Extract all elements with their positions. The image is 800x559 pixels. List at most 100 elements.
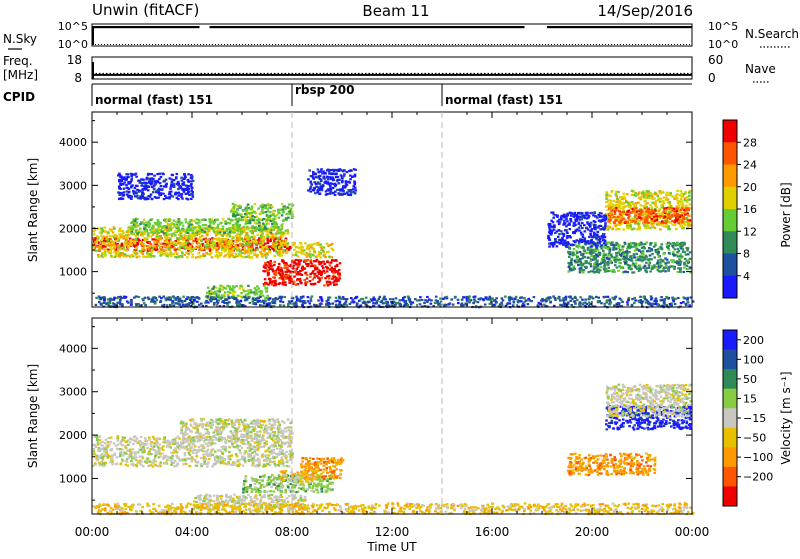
power-range-cell	[278, 251, 281, 253]
power-range-cell	[312, 178, 315, 180]
power-range-cell	[248, 256, 251, 258]
power-range-cell	[578, 222, 581, 224]
power-range-cell	[581, 253, 584, 255]
power-range-cell	[294, 271, 297, 273]
power-range-cell	[271, 206, 274, 208]
power-range-cell	[261, 249, 264, 251]
power-range-cell	[664, 257, 667, 259]
power-range-cell	[100, 239, 103, 241]
power-range-cell	[247, 248, 250, 250]
power-range-cell	[634, 192, 637, 194]
power-range-cell	[267, 242, 270, 244]
power-range-cell	[310, 265, 313, 267]
power-range-cell	[232, 209, 235, 211]
power-range-cell	[653, 264, 656, 266]
power-range-cell	[615, 242, 618, 244]
power-range-cell	[568, 256, 571, 258]
power-range-cell	[685, 254, 688, 256]
power-range-cell	[236, 226, 239, 228]
power-range-cell	[229, 235, 232, 237]
power-range-cell	[684, 258, 687, 260]
power-range-cell	[222, 218, 225, 220]
power-range-cell	[607, 261, 610, 263]
power-range-cell	[174, 230, 177, 232]
power-range-cell	[134, 235, 137, 237]
power-range-cell	[615, 224, 618, 226]
power-range-cell	[564, 239, 567, 241]
power-range-cell	[594, 227, 597, 229]
power-range-cell	[265, 253, 268, 255]
power-range-cell	[245, 250, 248, 252]
power-range-cell	[353, 180, 356, 182]
power-range-cell	[565, 229, 568, 231]
power-range-cell	[671, 261, 674, 263]
power-range-cell	[587, 215, 590, 217]
power-range-cell	[589, 250, 592, 252]
freq-unit: [MHz]	[3, 68, 38, 82]
power-range-cell	[648, 197, 651, 199]
power-range-cell	[173, 183, 176, 185]
power-range-cell	[243, 290, 246, 292]
power-range-cell	[680, 260, 683, 262]
power-range-cell	[226, 247, 229, 249]
power-range-cell	[156, 190, 159, 192]
power-range-cell	[160, 243, 163, 245]
power-range-cell	[263, 266, 266, 268]
power-range-cell	[667, 270, 670, 272]
power-range-cell	[269, 218, 272, 220]
power-range-cell	[580, 262, 583, 264]
power-range-cell	[138, 255, 141, 257]
power-range-cell	[130, 186, 133, 188]
power-range-cell	[379, 296, 382, 298]
power-range-cell	[349, 175, 352, 177]
power-range-cell	[187, 223, 190, 225]
power-range-cell	[582, 271, 585, 273]
power-range-cell	[181, 193, 184, 195]
power-range-cell	[612, 244, 615, 246]
power-range-cell	[235, 205, 238, 207]
power-range-cell	[305, 272, 308, 274]
power-range-cell	[228, 286, 231, 288]
power-range-cell	[332, 187, 335, 189]
power-range-cell	[326, 267, 329, 269]
power-range-cell	[658, 270, 661, 272]
power-range-cell	[647, 195, 650, 197]
power-range-cell	[153, 188, 156, 190]
power-range-cell	[682, 216, 685, 218]
power-range-cell	[317, 181, 320, 183]
power-range-cell	[611, 241, 614, 243]
power-range-cell	[112, 231, 115, 233]
power-range-cell	[190, 219, 193, 221]
power-range-cell	[243, 252, 246, 254]
power-range-cell	[229, 229, 232, 231]
power-range-cell	[306, 274, 309, 276]
power-range-cell	[281, 214, 284, 216]
power-range-cell	[686, 265, 689, 267]
power-range-cell	[647, 222, 650, 224]
power-range-cell	[319, 280, 322, 282]
power-range-cell	[662, 211, 665, 213]
power-range-cell	[242, 209, 245, 211]
power-range-cell	[163, 198, 166, 200]
power-range-cell	[179, 224, 182, 226]
power-range-cell	[689, 251, 692, 253]
power-range-cell	[618, 202, 621, 204]
power-range-cell	[170, 229, 173, 231]
power-range-cell	[183, 191, 186, 193]
power-range-cell	[587, 252, 590, 254]
power-range-cell	[151, 198, 154, 200]
power-range-cell	[615, 254, 618, 256]
power-range-cell	[337, 170, 340, 172]
power-range-cell	[275, 223, 278, 225]
power-range-cell	[143, 302, 146, 304]
power-range-cell	[335, 176, 338, 178]
power-range-cell	[269, 236, 272, 238]
power-range-cell	[135, 176, 138, 178]
power-range-cell	[312, 173, 315, 175]
power-range-cell	[249, 220, 252, 222]
power-range-cell	[617, 245, 620, 247]
power-range-cell	[644, 265, 647, 267]
power-range-cell	[313, 276, 316, 278]
power-range-cell	[131, 184, 134, 186]
power-range-cell	[661, 220, 664, 222]
